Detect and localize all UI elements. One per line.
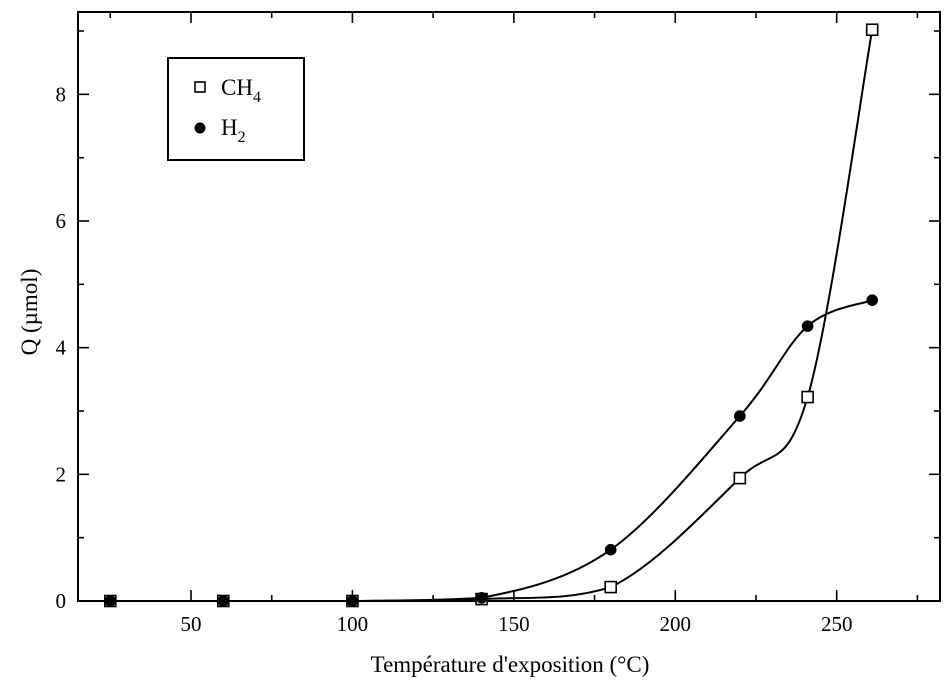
data-point-ch4: [604, 580, 617, 594]
legend-label-h2: H2: [221, 115, 246, 146]
data-point-h2: [104, 595, 117, 607]
fit-curves: [352, 29, 874, 602]
data-point-ch4: [865, 23, 879, 37]
axes: [77, 11, 941, 602]
y-tick-label: 6: [56, 209, 67, 233]
legend: CH4 H2: [167, 57, 305, 161]
x-tick-label: 50: [180, 612, 201, 636]
data-point-ch4: [801, 390, 814, 404]
data-point-h2: [217, 595, 230, 607]
data-point-ch4: [733, 471, 747, 485]
y-tick-label: 2: [56, 462, 67, 486]
data-point-h2: [346, 595, 359, 607]
x-axis-title: Température d'exposition (°C): [371, 652, 650, 677]
x-tick-label: 100: [337, 612, 369, 636]
plot-frame: [77, 11, 941, 602]
fit-curve-ch4: [352, 29, 874, 602]
tick-labels: 50 100 150 200 250 0 2 4 6 8: [56, 82, 853, 636]
data-point-h2: [475, 592, 488, 604]
y-tick-label: 8: [56, 82, 67, 106]
legend-marker-ch4: [194, 81, 206, 93]
fit-curve-h2: [352, 299, 873, 602]
y-axis-title: Q (µmol): [17, 269, 42, 356]
x-tick-label: 150: [498, 612, 530, 636]
x-tick-label: 200: [660, 612, 692, 636]
data-point-h2: [866, 294, 879, 306]
legend-marker-h2: [194, 122, 206, 134]
y-tick-label: 0: [56, 589, 67, 613]
legend-label-ch4: CH4: [221, 75, 261, 106]
data-points: [103, 23, 879, 608]
data-point-h2: [604, 543, 617, 556]
y-tick-label: 4: [56, 336, 67, 360]
data-point-h2: [801, 320, 814, 332]
data-point-h2: [734, 410, 746, 422]
x-tick-label: 250: [821, 612, 853, 636]
legend-box: [167, 57, 305, 161]
